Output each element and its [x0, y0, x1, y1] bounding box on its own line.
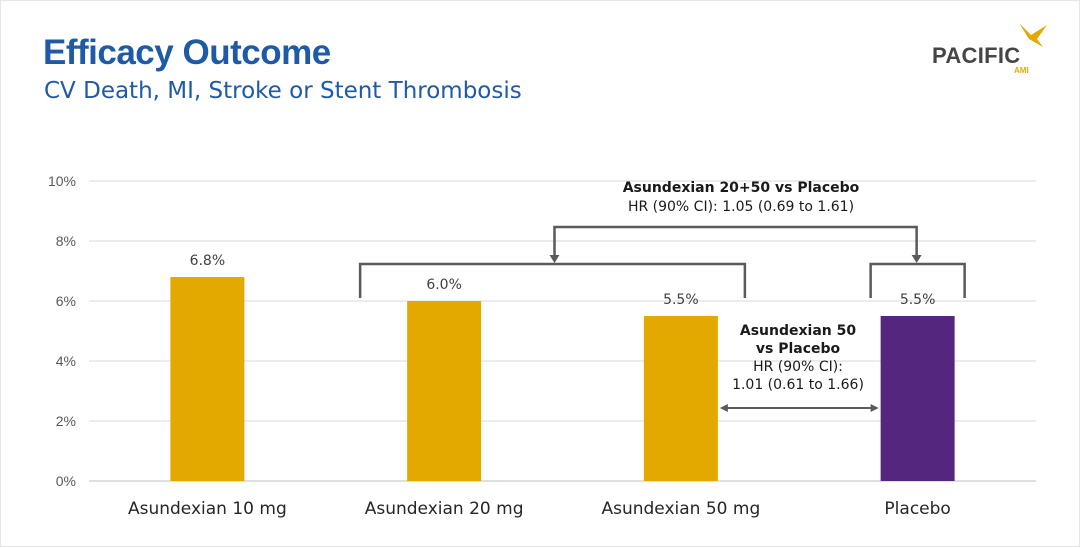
- bar: [407, 301, 482, 481]
- y-tick-label: 4%: [56, 353, 76, 369]
- y-tick-label: 6%: [56, 293, 76, 309]
- arrowhead: [870, 404, 879, 412]
- data-label: 5.5%: [900, 292, 936, 308]
- x-tick-label: Placebo: [884, 499, 950, 519]
- annotation-heading: vs Placebo: [756, 341, 841, 357]
- data-label: 6.8%: [190, 253, 226, 269]
- x-tick-label: Asundexian 10 mg: [128, 499, 287, 519]
- x-tick-label: Asundexian 50 mg: [601, 499, 760, 519]
- data-label: 6.0%: [426, 277, 462, 293]
- bar: [880, 316, 955, 481]
- bracket-placebo: [869, 262, 966, 298]
- arrowhead: [911, 255, 922, 263]
- comparison-connector: [553, 225, 918, 257]
- arrowhead: [719, 404, 728, 412]
- logo-name: PACIFIC: [932, 43, 1021, 68]
- annotation-heading: Asundexian 20+50 vs Placebo: [623, 180, 860, 196]
- data-label: 5.5%: [663, 292, 699, 308]
- arrowhead: [549, 255, 560, 263]
- y-tick-label: 2%: [56, 413, 76, 429]
- annotation-text: 1.01 (0.61 to 1.66): [732, 377, 864, 393]
- bracket-asundexian-20-50: [358, 262, 747, 298]
- annotation-text: HR (90% CI):: [753, 359, 843, 375]
- y-tick-label: 8%: [56, 233, 76, 249]
- y-tick-label: 0%: [56, 473, 76, 489]
- bar: [643, 316, 718, 481]
- y-tick-label: 10%: [48, 173, 76, 189]
- annotation-heading: Asundexian 50: [740, 323, 856, 339]
- annotation-text: HR (90% CI): 1.05 (0.69 to 1.61): [628, 199, 854, 215]
- x-tick-label: Asundexian 20 mg: [365, 499, 524, 519]
- bird-icon: [1019, 23, 1047, 47]
- bar: [170, 277, 245, 481]
- logo-sub: AMI: [1014, 66, 1029, 75]
- page-subtitle: CV Death, MI, Stroke or Stent Thrombosis: [44, 78, 522, 104]
- page-title: Efficacy Outcome: [43, 33, 331, 72]
- pacific-ami-logo: PACIFIC AMI: [929, 21, 1059, 81]
